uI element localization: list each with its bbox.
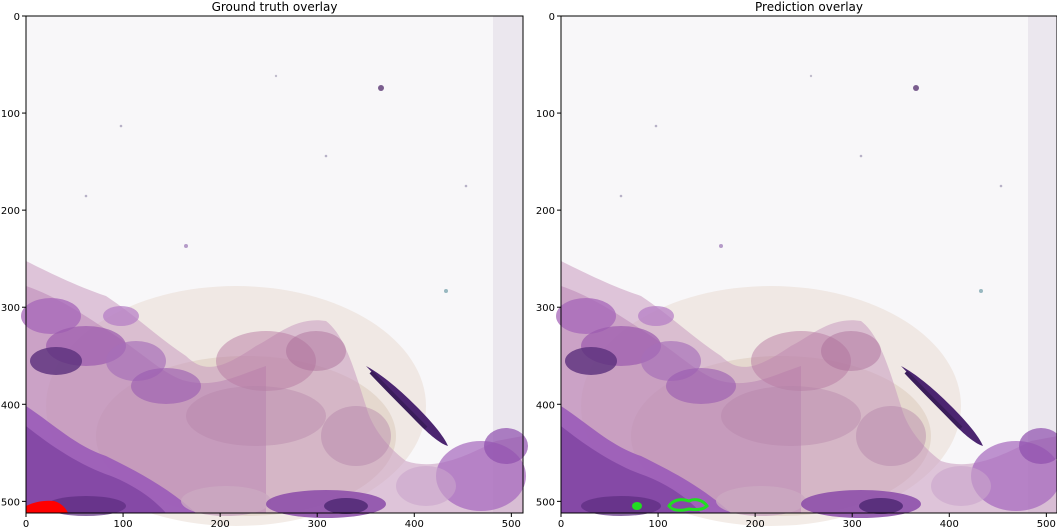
x-tick-label: 100 (114, 519, 133, 530)
x-tick-label: 400 (405, 519, 424, 530)
histology-image (19, 14, 530, 528)
x-tick-label: 0 (23, 519, 29, 530)
y-tick-label: 100 (536, 109, 555, 120)
panel-title-ground-truth: Ground truth overlay (211, 0, 338, 14)
y-tick-label: 300 (1, 303, 20, 314)
x-tick-label: 300 (843, 519, 862, 530)
y-tick-label: 300 (536, 303, 555, 314)
prediction-mask-small (632, 502, 642, 510)
y-tick-label: 400 (536, 400, 555, 411)
x-tick-label: 200 (211, 519, 230, 530)
x-tick-label: 500 (502, 519, 521, 530)
x-tick-label: 500 (1037, 519, 1056, 530)
panel-prediction (554, 14, 1057, 528)
x-tick-label: 400 (940, 519, 959, 530)
x-tick-label: 100 (649, 519, 668, 530)
ground-truth-mask (26, 500, 68, 513)
y-tick-label: 500 (536, 497, 555, 508)
x-tick-label: 0 (558, 519, 564, 530)
y-tick-label: 0 (549, 12, 555, 23)
panel-ground-truth (19, 14, 530, 528)
y-tick-label: 500 (1, 497, 20, 508)
prediction-mask-contour (667, 498, 709, 512)
y-tick-label: 400 (1, 400, 20, 411)
x-tick-label: 300 (308, 519, 327, 530)
y-tick-label: 200 (536, 206, 555, 217)
y-tick-label: 200 (1, 206, 20, 217)
y-tick-label: 0 (14, 12, 20, 23)
histology-image (554, 14, 1057, 528)
panel-title-prediction: Prediction overlay (755, 0, 863, 14)
x-tick-label: 200 (746, 519, 765, 530)
y-tick-label: 100 (1, 109, 20, 120)
